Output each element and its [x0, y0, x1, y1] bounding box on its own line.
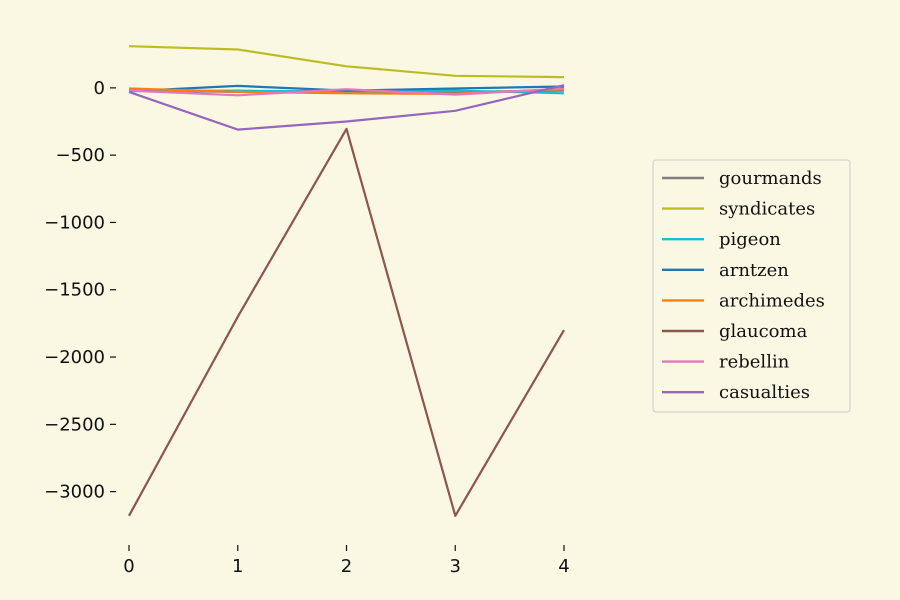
legend-box	[652, 159, 851, 413]
legend-label: syndicates	[719, 199, 815, 220]
series-line-casualties	[128, 84, 565, 131]
x-tick-label: 1	[232, 556, 243, 577]
y-tick-label: −2000	[44, 347, 105, 368]
legend-label: glaucoma	[719, 321, 808, 342]
series-line-glaucoma	[128, 127, 565, 517]
x-tick-label: 4	[558, 556, 569, 577]
legend: gourmands syndicates pigeon arntzen archimed…	[652, 159, 851, 413]
legend-label: gourmands	[719, 168, 822, 189]
legend-label: archimedes	[719, 290, 825, 311]
x-tick-label: 0	[123, 556, 134, 577]
y-axis: 0 −500 −1000 −1500 −2000 −2500 −3000	[44, 78, 116, 503]
y-tick-label: −500	[56, 145, 105, 166]
plot-area	[128, 45, 565, 517]
x-tick-label: 3	[450, 556, 461, 577]
legend-label: arntzen	[719, 260, 789, 281]
y-tick-label: 0	[94, 78, 105, 99]
series-line-syndicates	[128, 45, 565, 79]
series-line-rebellin	[128, 87, 565, 97]
series-line-arntzen	[128, 84, 565, 93]
legend-label: casualties	[719, 382, 810, 403]
legend-label: rebellin	[719, 352, 790, 373]
y-tick-label: −1500	[44, 280, 105, 301]
x-tick-label: 2	[341, 556, 352, 577]
x-axis: 0 1 2 3 4	[123, 545, 570, 577]
y-tick-label: −3000	[44, 482, 105, 503]
y-tick-label: −1000	[44, 212, 105, 233]
y-tick-label: −2500	[44, 414, 105, 435]
legend-label: pigeon	[719, 229, 781, 250]
